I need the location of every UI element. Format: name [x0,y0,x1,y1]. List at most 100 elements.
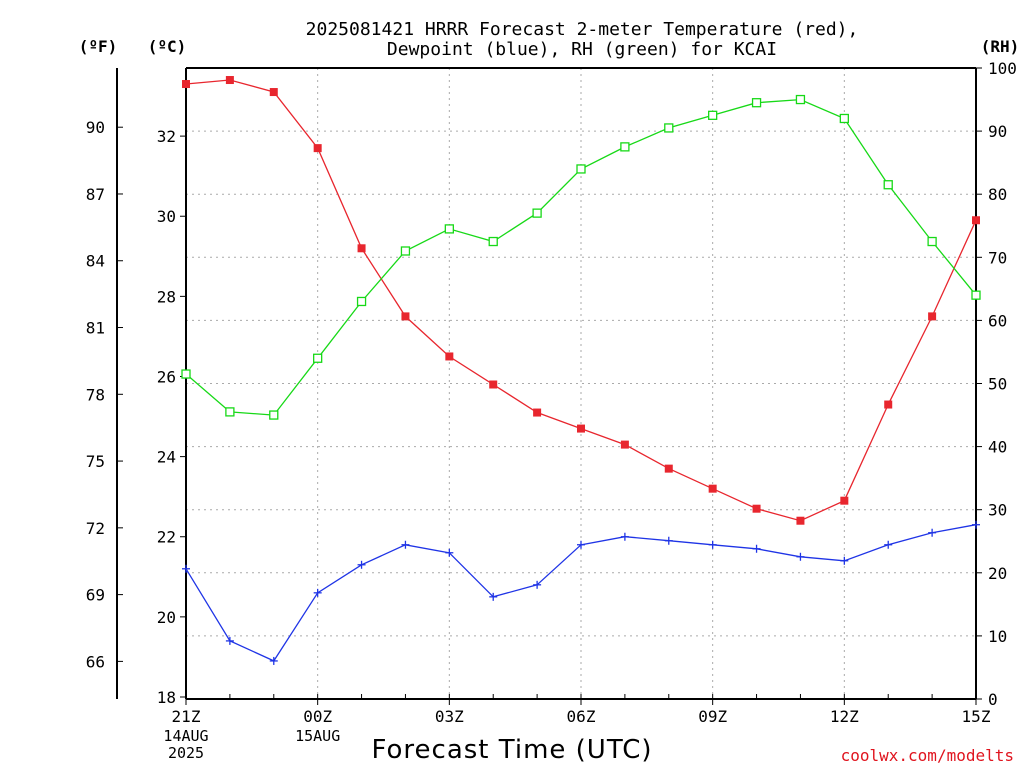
dewpoint-point [577,540,585,549]
dewpoint-point [225,636,234,645]
temperature-point [313,144,322,153]
rh-point [971,290,981,300]
temperature-point [840,496,849,505]
rh-tick-label: 100 [988,59,1017,78]
dewpoint-point [928,528,937,537]
celsius-tick-label: 32 [157,127,176,146]
rh-tick-label: 50 [988,375,1007,394]
x-tick-label: 09Z [698,707,727,726]
rh-point [444,224,454,234]
temperature-point [533,408,542,417]
temperature-point [401,312,410,321]
x-tick-label: 21Z [172,707,201,726]
dewpoint-point [972,520,980,529]
rh-point [883,180,893,190]
fahrenheit-tick-label: 87 [86,185,105,204]
rh-tick-label: 80 [988,185,1007,204]
celsius-tick-label: 20 [157,608,176,627]
temperature-point [884,400,893,409]
rh-point [356,296,367,307]
fahrenheit-tick-label: 81 [86,319,105,338]
fahrenheit-tick-label: 84 [86,252,105,271]
x-tick-label: 03Z [435,707,464,726]
rh-point [620,142,630,152]
dewpoint-point [708,540,717,549]
dewpoint-point [313,588,322,597]
rh-tick-label: 0 [988,690,998,709]
x-tick-label: 00Z [303,707,332,726]
temperature-point [357,244,366,253]
rh-point [488,236,498,247]
temperature-point [620,440,629,449]
rh-point [532,208,542,218]
fahrenheit-tick-label: 69 [86,586,105,605]
rh-point [181,369,191,379]
rh-point [400,246,411,256]
temperature-point [708,484,717,493]
fahrenheit-tick-label: 66 [86,652,105,671]
temperature-point [269,88,278,97]
chart-title: 2025081421 HRRR Forecast 2-meter Tempera… [306,19,859,40]
celsius-tick-label: 30 [157,207,176,226]
temperature-point [972,216,980,225]
temperature-point [182,80,190,89]
rh-point [795,94,806,105]
x-tick-sublabel: 2025 [168,744,204,762]
x-axis-title: Forecast Time (UTC) [371,735,652,765]
rh-unit-label: (RH) [981,37,1020,56]
credit-text: coolwx.com/modelts [841,746,1014,765]
temperature-point [796,516,805,525]
rh-point [927,236,937,247]
temperature-point [664,464,673,473]
temperature-point [445,352,454,361]
fahrenheit-tick-label: 75 [86,452,105,471]
rh-tick-label: 30 [988,501,1007,520]
dewpoint-point [884,540,893,549]
dewpoint-point [269,656,278,665]
dewpoint-point [533,580,542,589]
fahrenheit-tick-label: 78 [86,385,105,404]
dewpoint-point [489,592,498,601]
fahrenheit-tick-label: 90 [86,118,105,137]
rh-point [576,164,586,174]
x-tick-sublabel: 15AUG [295,727,340,745]
dewpoint-point [796,552,805,561]
axes: 18 20 22 24 26 28 30 32 66 69 72 75 78 81 84 87 90 0 10 20 3… [86,59,1017,762]
chart-subtitle: Dewpoint (blue), RH (green) for KCAI [387,39,777,60]
celsius-unit-label: (ºC) [148,37,187,56]
dewpoint-point [357,560,366,569]
grid [186,68,976,699]
rh-tick-label: 40 [988,438,1007,457]
x-tick-label: 06Z [567,707,596,726]
temperature-point [489,380,498,389]
celsius-tick-label: 26 [157,367,176,386]
rh-point [269,410,279,420]
rh-tick-label: 60 [988,311,1007,330]
rh-point [839,113,849,124]
x-tick-sublabel: 14AUG [163,727,208,745]
dewpoint-point [752,544,761,553]
x-tick-label: 12Z [830,707,859,726]
dewpoint-point [620,532,629,541]
rh-point [751,98,762,108]
celsius-tick-label: 18 [157,688,176,707]
rh-point [664,123,674,133]
dewpoint-point [401,540,410,549]
dewpoint-point [664,536,673,545]
dewpoint-point [182,564,190,573]
temperature-point [577,424,585,433]
temperature-point [225,76,234,85]
celsius-tick-label: 22 [157,528,176,547]
temperature-point [752,504,761,513]
rh-point [225,407,235,417]
rh-tick-label: 90 [988,122,1007,141]
rh-tick-label: 20 [988,564,1007,583]
fahrenheit-tick-label: 72 [86,519,105,538]
dewpoint-point [445,548,454,557]
celsius-tick-label: 28 [157,287,176,306]
temperature-point [928,312,937,321]
x-tick-label: 15Z [962,707,991,726]
fahrenheit-unit-label: (ºF) [79,37,118,56]
rh-tick-label: 10 [988,627,1007,646]
